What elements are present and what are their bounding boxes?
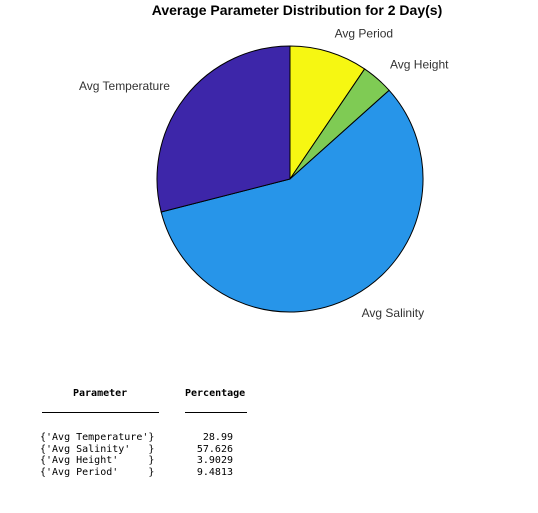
header-parameter: Parameter: [73, 388, 128, 399]
table-cell-parameter: {'Avg Temperature'}: [40, 432, 155, 443]
pie-label-avg-salinity: Avg Salinity: [362, 306, 424, 320]
table-cell-percentage: 3.9029: [196, 455, 233, 466]
table-row: {'Avg Period' } 9.4813: [40, 467, 340, 479]
table-cell-parameter: {'Avg Salinity' }: [40, 443, 155, 455]
pie-label-avg-temperature: Avg Temperature: [79, 79, 170, 93]
header-rule-percentage: [185, 412, 247, 413]
table-cell-percentage: 57.626: [196, 443, 233, 455]
pie-slice-avg-salinity: [160, 89, 424, 313]
table-row: {'Avg Temperature'} 28.99: [40, 432, 340, 444]
pie-slices: [156, 45, 424, 313]
table-rows: {'Avg Temperature'} 28.99 {'Avg Salinity…: [40, 432, 340, 478]
table-cell-parameter: {'Avg Height' }: [40, 455, 155, 466]
pie-chart-area: Average Parameter Distribution for 2 Day…: [79, 2, 449, 320]
table-cell-parameter: {'Avg Period' }: [40, 466, 155, 478]
pie-label-avg-height: Avg Height: [390, 58, 449, 72]
pie-chart: Average Parameter Distribution for 2 Day…: [79, 2, 449, 320]
pie-labels: Avg Period Avg Height Avg Salinity Avg Temp…: [79, 27, 449, 320]
table-header-row: Parameter Percentage: [40, 388, 340, 402]
pie-label-avg-period: Avg Period: [335, 27, 393, 41]
header-rule-row: [40, 402, 340, 416]
chart-title: Average Parameter Distribution for 2 Day…: [152, 2, 442, 18]
pie-slice-avg-period: [289, 45, 366, 180]
table-cell-percentage: 9.4813: [196, 466, 233, 478]
table-row: {'Avg Height' } 3.9029: [40, 455, 340, 467]
pie-slice-avg-temperature: [156, 45, 291, 213]
table-row: {'Avg Salinity' } 57.626: [40, 444, 340, 456]
header-rule-parameter: [42, 412, 159, 413]
header-percentage: Percentage: [185, 388, 246, 399]
table-cell-percentage: 28.99: [202, 432, 233, 443]
parameter-table: Parameter Percentage {'Avg Temperature'}…: [40, 388, 340, 478]
